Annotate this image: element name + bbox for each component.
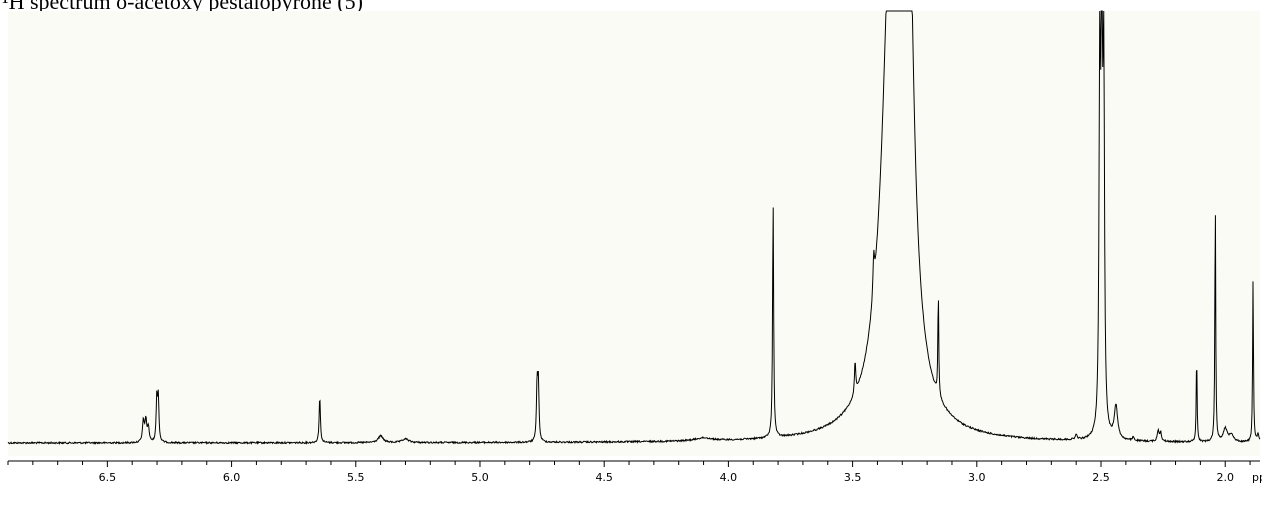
x-tick-label: 6.5 (99, 471, 117, 484)
x-tick-label: 5.5 (347, 471, 365, 484)
x-tick-label: 3.5 (844, 471, 862, 484)
x-tick-label: 4.0 (720, 471, 738, 484)
x-tick-label: 3.0 (968, 471, 986, 484)
spectrum-trace (7, 10, 1261, 446)
x-axis-unit-label: ppm (1252, 471, 1262, 484)
x-tick-label: 2.0 (1216, 471, 1234, 484)
x-tick-label: 6.0 (223, 471, 241, 484)
x-tick-label: 4.5 (595, 471, 613, 484)
nmr-spectrum-chart: 6.5 6.0 5.5 5.0 4.5 4.0 3.5 3.0 2.5 2.0 ppm (7, 10, 1262, 484)
x-axis-ticks: 6.5 6.0 5.5 5.0 4.5 4.0 3.5 3.0 2.5 2.0 ppm (7, 461, 1262, 484)
plot-area: 6.5 6.0 5.5 5.0 4.5 4.0 3.5 3.0 2.5 2.0 ppm (7, 10, 1262, 484)
x-tick-label: 5.0 (471, 471, 489, 484)
x-tick-label: 2.5 (1092, 471, 1110, 484)
chart-title: ¹H spectrum o-acetoxy pestalopyrone (5) (2, 0, 363, 13)
